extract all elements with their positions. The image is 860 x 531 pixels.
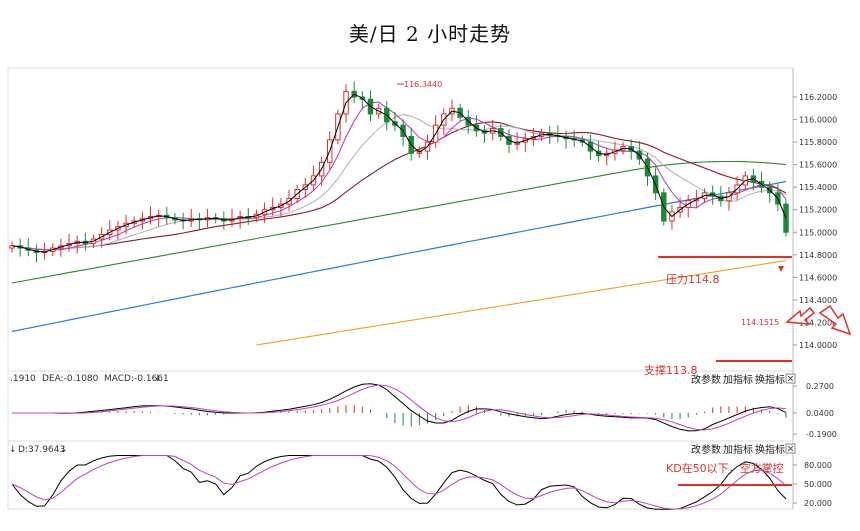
arrow-up-icon — [785, 306, 816, 325]
macd-dif-label: .1910 — [10, 374, 36, 384]
ma-blue-line — [11, 180, 787, 333]
chart-title: 美/日 2 小时走势 — [348, 22, 512, 46]
macd-tick-label: 0.2700 — [806, 382, 834, 391]
ma-black-line — [11, 93, 787, 253]
price-tick-label: 116.0000 — [799, 116, 837, 125]
kd-panel — [7, 440, 794, 510]
price-tick-label: 114.8000 — [799, 251, 837, 260]
down-tick-marker — [778, 266, 784, 272]
price-tick-label: 114.4000 — [799, 296, 837, 305]
low-marker-label: 114.1515 — [741, 318, 779, 327]
price-tick-label: 116.2000 — [799, 93, 837, 102]
price-tick-label: 115.0000 — [799, 228, 837, 237]
kd-d-label: D:37.9643 — [18, 445, 65, 455]
ma-orange-line — [256, 259, 787, 346]
kd-close-icon[interactable] — [785, 443, 796, 454]
kd-switch-indicator-button[interactable]: 换指标 — [755, 443, 785, 456]
ma-green-line — [11, 160, 787, 284]
kd-tick-label: 80.000 — [804, 461, 832, 470]
high-label: 116.3440 — [404, 80, 442, 89]
macd-dea-label: DEA:-0.1080 — [42, 374, 99, 384]
kd-note-label: KD在50以下，空方掌控 — [666, 461, 784, 475]
macd-close-icon[interactable] — [785, 373, 796, 384]
support-label: 支撑113.8 — [644, 363, 698, 377]
price-tick-label: 114.2000 — [799, 318, 837, 327]
ma-brown-line — [11, 121, 787, 251]
kd-add-indicator-button[interactable]: 加指标 — [723, 443, 753, 456]
resistance-label: 压力114.8 — [666, 273, 720, 286]
macd-switch-indicator-button[interactable]: 换指标 — [755, 373, 785, 386]
ma-gray-line — [11, 114, 787, 251]
macd-add-indicator-button[interactable]: 加指标 — [723, 373, 753, 386]
kd-arrow-icon-2: ↓ — [60, 445, 68, 455]
macd-tick-label: -0.1900 — [806, 430, 837, 439]
macd-arrow-icon: ↓ — [154, 374, 162, 384]
price-tick-label: 115.2000 — [799, 206, 837, 215]
macd-value-label: MACD:-0.1661 — [104, 374, 169, 384]
kd-d-line — [11, 455, 787, 510]
kd-arrow-icon: ↓ — [9, 445, 17, 455]
macd-tick-label: 0.0400 — [806, 409, 834, 418]
kd-tick-label: 20.000 — [804, 499, 832, 508]
price-tick-label: 115.8000 — [799, 138, 837, 147]
macd-dea-line — [12, 384, 787, 431]
price-tick-label: 114.6000 — [799, 273, 837, 282]
kd-tick-label: 50.000 — [804, 480, 832, 489]
price-tick-label: 115.4000 — [799, 183, 837, 192]
arrow-down-icon — [818, 304, 852, 336]
macd-dif-line — [12, 383, 787, 432]
price-tick-label: 115.6000 — [799, 161, 837, 170]
macd-edit-params-button[interactable]: 改参数 — [691, 373, 721, 386]
price-tick-label: 114.0000 — [799, 341, 837, 350]
kd-edit-params-button[interactable]: 改参数 — [691, 443, 721, 456]
ma-purple-line — [11, 101, 787, 251]
